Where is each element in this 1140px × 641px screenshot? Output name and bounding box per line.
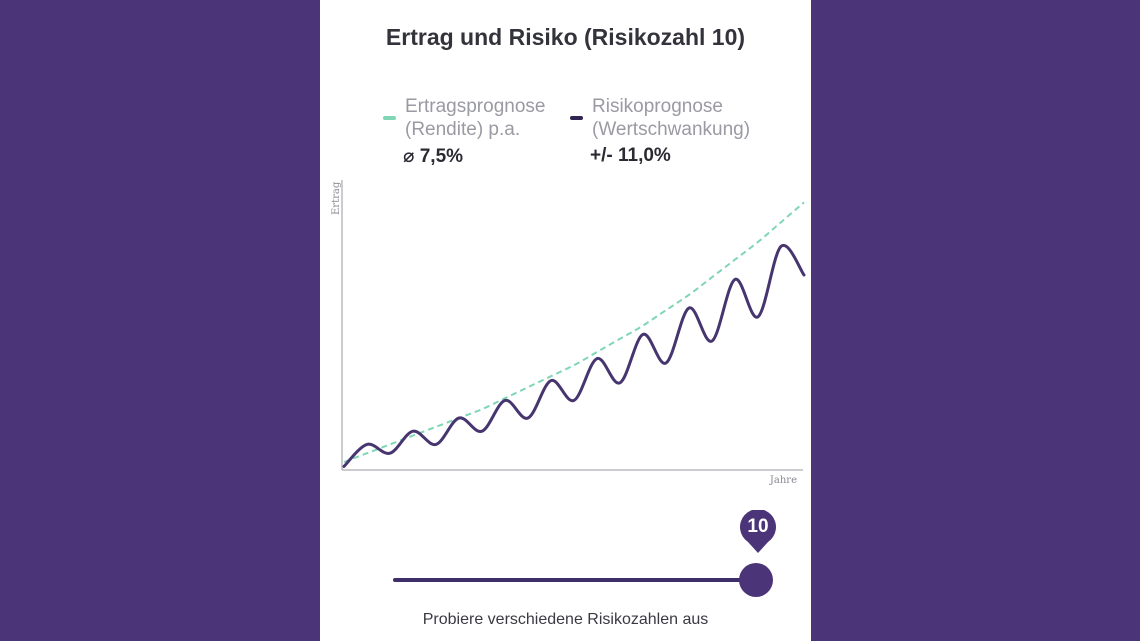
chart-title: Ertrag und Risiko (Risikozahl 10)	[385, 24, 746, 50]
return-label-line1: Ertragsprognose	[405, 96, 546, 117]
risk-swatch	[570, 116, 583, 120]
y-axis-label: Ertrag	[331, 181, 342, 215]
return-swatch	[383, 116, 396, 120]
return-value: ⌀ 7,5%	[403, 146, 464, 167]
line-chart: Ertrag Jahre	[331, 180, 806, 486]
risk-label-line2: (Wertschwankung)	[592, 119, 751, 140]
return-label-line2: (Rendite) p.a.	[405, 119, 521, 140]
risk-slider-track[interactable]	[393, 578, 757, 582]
pin-shape	[740, 509, 776, 553]
slider-value-pin: 10	[739, 509, 777, 554]
risk-value: +/- 11,0%	[590, 145, 671, 166]
chart-card: Ertrag und Risiko (Risikozahl 10) Ertrag…	[320, 0, 811, 641]
series-line-risk	[342, 243, 806, 468]
slider-hint: Probiere verschiedene Risikozahlen aus	[422, 611, 709, 628]
slider-value: 10	[747, 516, 769, 537]
risk-slider-thumb[interactable]	[739, 563, 773, 597]
risk-label-line1: Risikoprognose	[592, 96, 723, 117]
series-layer	[342, 201, 806, 468]
series-line-return	[343, 201, 805, 463]
x-axis-label: Jahre	[769, 475, 797, 486]
